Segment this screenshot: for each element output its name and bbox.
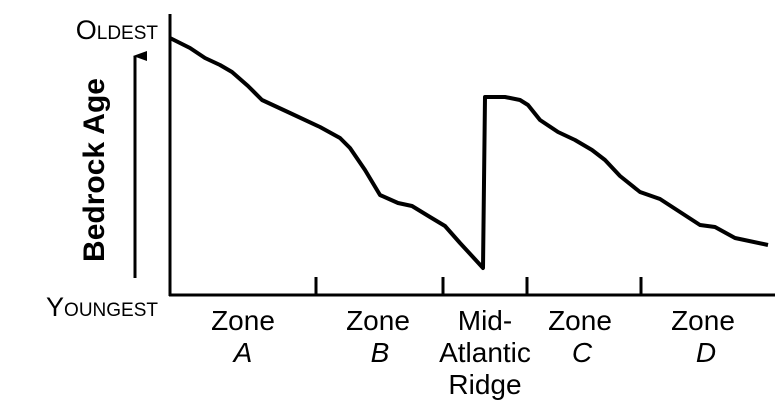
ridge-label: Mid- [458, 305, 512, 336]
zone-name: Zone [548, 305, 612, 336]
zone-letter: A [232, 337, 253, 368]
zone-name: Zone [211, 305, 275, 336]
age-curve [169, 36, 769, 270]
zone-letter: D [696, 337, 716, 368]
ridge-label: Atlantic [439, 337, 531, 368]
zone-name: Zone [346, 305, 410, 336]
oldest-label: Oldest [76, 15, 159, 45]
ridge-label: Ridge [448, 369, 521, 400]
zone-dividers [314, 277, 643, 295]
axis-title: Bedrock Age [78, 78, 111, 262]
zone-letter: B [371, 337, 390, 368]
youngest-label: Youngest [46, 292, 158, 322]
zone-letter: C [572, 337, 593, 368]
zone-name: Zone [671, 305, 735, 336]
